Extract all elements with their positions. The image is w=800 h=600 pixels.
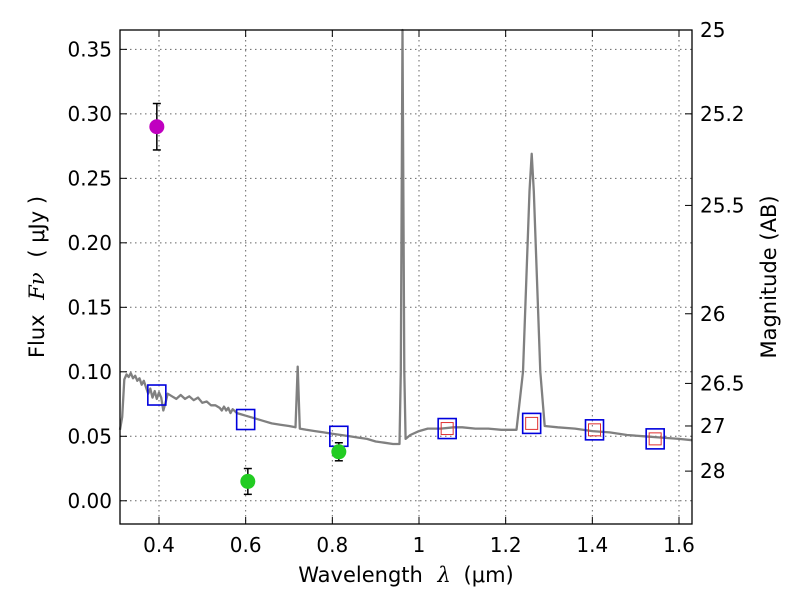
right-tick-label: 25: [700, 18, 725, 42]
x-axis-label: Wavelength λ (μm): [298, 563, 513, 587]
model-photometry-square: [235, 408, 256, 431]
x-tick-label: 0.6: [230, 533, 262, 557]
y-tick-label: 0.00: [67, 489, 112, 513]
model-photometry-square: [437, 417, 457, 440]
right-tick-label: 25.2: [700, 102, 745, 126]
plot-series: [118, 28, 693, 496]
right-tick-label: 28: [700, 459, 725, 483]
x-tick-label: 1.2: [490, 533, 522, 557]
y-tick-label: 0.25: [67, 166, 112, 190]
y-tick-label: 0.05: [67, 424, 112, 448]
right-tick-label: 27: [700, 414, 725, 438]
y-axis-label-symbol: Fν: [25, 272, 49, 301]
model-photometry-square: [147, 384, 167, 406]
x-axis-label-prefix: Wavelength: [298, 563, 423, 587]
y-axis-label-unit: ( μJy ): [25, 196, 49, 258]
right-tick-label: 26: [700, 302, 725, 326]
axis-ticks: 0.4 0.6 0.8 1 1.2 1.4 1.6 0.00 0.05 0.10 0.15 0.20 0…: [67, 18, 744, 557]
model-photometry-inner-square: [648, 432, 662, 446]
grid-lines: [120, 30, 692, 524]
y-tick-label: 0.10: [67, 360, 112, 384]
y-tick-label: 0.35: [67, 37, 112, 61]
right-tick-label: 25.5: [700, 193, 745, 217]
model-photometry-square: [521, 412, 542, 435]
model-photometry-square: [645, 428, 665, 450]
x-tick-label: 1: [413, 533, 426, 557]
x-axis-label-symbol: λ: [437, 563, 451, 587]
x-tick-label: 1.4: [576, 533, 608, 557]
model-photometry-inner-square: [440, 422, 454, 436]
observed-point: [149, 119, 165, 135]
right-tick-label: 26.5: [700, 371, 745, 395]
observed-point: [331, 444, 347, 460]
model-photometry-inner-square: [525, 416, 539, 430]
model-photometry-square: [584, 419, 605, 441]
x-tick-label: 1.6: [663, 533, 695, 557]
y-tick-label: 0.15: [67, 295, 112, 319]
y-axis-label: Flux Fν ( μJy ): [25, 196, 49, 358]
y-tick-label: 0.20: [67, 231, 112, 255]
y-axis-label-prefix: Flux: [25, 314, 49, 358]
model-spectrum-line: [118, 28, 693, 446]
x-axis-label-unit: (μm): [464, 563, 514, 587]
x-tick-label: 0.8: [316, 533, 348, 557]
x-tick-label: 0.4: [143, 533, 175, 557]
y-tick-label: 0.30: [67, 102, 112, 126]
plot-frame: [119, 29, 693, 525]
model-photometry-inner-square: [588, 423, 601, 437]
right-axis-label: Magnitude (AB): [757, 195, 781, 358]
observed-point: [240, 473, 256, 489]
